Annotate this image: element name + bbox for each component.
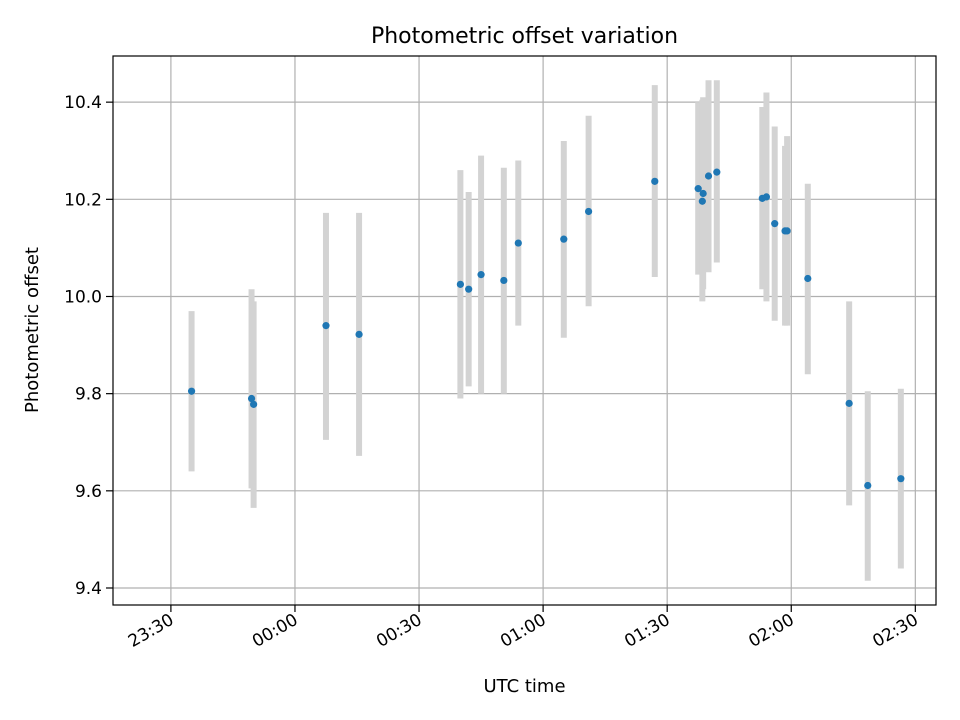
x-tick-label: 02:00 [745, 610, 797, 652]
data-point [514, 239, 522, 247]
data-point [250, 400, 258, 408]
data-point [713, 168, 721, 176]
data-point [247, 394, 256, 403]
y-axis-ticks: 9.4 9.6 9.8 10.0 10.2 10.4 [64, 93, 113, 599]
data-point [585, 207, 593, 216]
data-point [698, 197, 706, 205]
x-axis-label: UTC time [483, 676, 565, 697]
error-bars [188, 80, 904, 581]
data-point [783, 227, 791, 235]
data-point [651, 177, 659, 185]
chart-title: Photometric offset variation [371, 24, 678, 49]
data-point [500, 276, 508, 285]
grid [113, 56, 936, 605]
y-tick-label: 9.6 [75, 482, 102, 502]
x-tick-label: 23:30 [125, 610, 177, 652]
x-tick-label: 00:30 [373, 610, 425, 652]
y-tick-label: 9.4 [75, 579, 102, 599]
y-tick-label: 9.8 [75, 385, 102, 405]
data-point [704, 172, 713, 180]
data-point [771, 220, 779, 228]
x-tick-label: 02:30 [869, 610, 921, 652]
data-point [699, 189, 707, 198]
plot-frame [112, 55, 937, 606]
data-point [322, 322, 330, 330]
x-tick-label: 01:00 [497, 610, 549, 652]
x-tick-label: 01:30 [621, 610, 673, 652]
data-point [864, 481, 872, 490]
data-point [804, 274, 812, 283]
y-tick-label: 10.0 [64, 287, 102, 307]
y-axis-label: Photometric offset [22, 247, 43, 413]
x-axis-ticks: 23:30 00:00 00:30 01:00 01:30 02:00 02:30 [125, 605, 922, 652]
y-tick-label: 10.2 [64, 190, 102, 210]
data-point [465, 285, 473, 293]
data-points [187, 168, 905, 490]
data-point [355, 330, 363, 338]
data-point [897, 475, 905, 483]
data-point [694, 185, 702, 193]
x-tick-label: 00:00 [249, 610, 301, 652]
data-point [762, 193, 771, 201]
data-point [560, 235, 568, 243]
data-point [845, 399, 853, 407]
data-point [187, 387, 196, 395]
data-point [477, 271, 485, 279]
data-point [456, 280, 464, 288]
y-tick-label: 10.4 [64, 93, 102, 113]
